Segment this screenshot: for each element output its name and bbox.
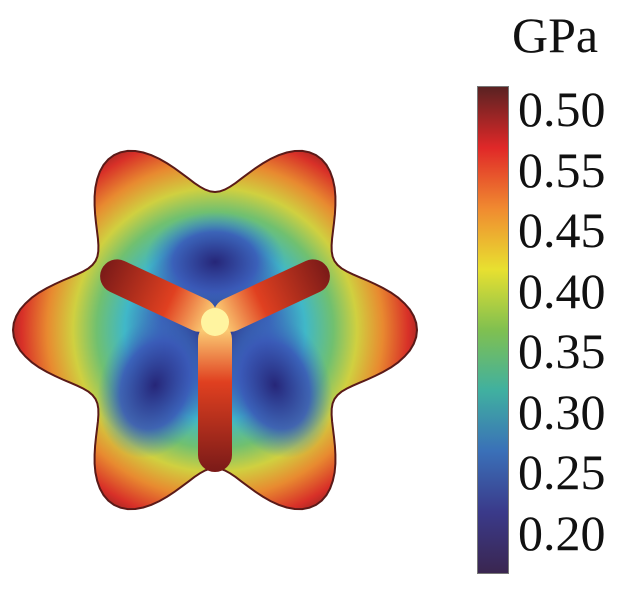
central-lobes	[100, 259, 330, 472]
colorbar-tick-label: 0.55	[518, 141, 606, 198]
colorbar-tick-label: 0.25	[518, 444, 606, 500]
colorbar-tick-label: 0.30	[518, 383, 606, 440]
colorbar-tick-label: 0.20	[518, 504, 606, 561]
colorbar-tick-label: 0.45	[518, 202, 606, 258]
colorbar-tick-label: 0.35	[518, 323, 606, 379]
colorbar-tick-label: 0.50	[518, 81, 606, 137]
low-region-right	[217, 312, 333, 458]
colorbar	[477, 86, 509, 574]
surface-plot	[11, 149, 419, 511]
colorbar-unit: GPa	[512, 7, 599, 63]
colorbar-tick-label: 0.40	[518, 262, 606, 319]
low-region-left	[97, 312, 213, 458]
